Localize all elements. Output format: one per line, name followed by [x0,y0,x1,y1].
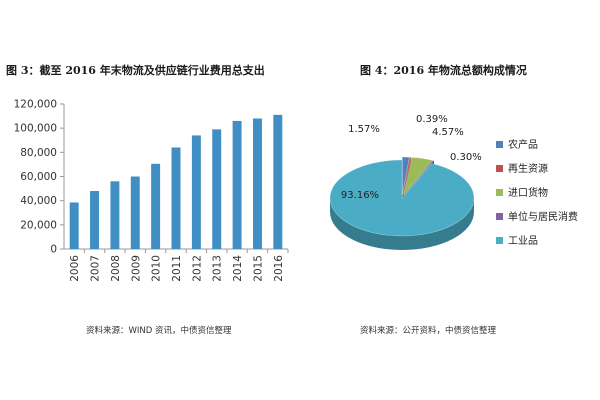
bar [69,202,79,249]
bar-chart-panel: 图 3：截至 2016 年末物流及供应链行业费用总支出 0 20,000 40,00… [6,62,296,342]
y-tick-label: 20,000 [20,219,57,231]
legend-item: 再生资源 [496,160,578,180]
pie-value-label: 4.57% [432,127,464,138]
x-tick-label: 2009 [130,255,142,282]
legend-item: 进口货物 [496,184,578,204]
y-tick-label: 120,000 [14,99,57,111]
bar-chart-source: 资料来源：WIND 资讯，中债资信整理 [86,326,232,336]
y-tick-label: 100,000 [14,123,57,135]
pie-value-label: 0.39% [416,114,448,125]
legend-swatch [496,141,503,148]
bar [252,118,262,249]
bar [110,181,120,249]
bar [151,163,161,249]
y-tick-label: 40,000 [20,195,57,207]
pie-chart: 1.57% 0.39% 4.57% 0.30% 93.16% [329,114,482,250]
bar [273,114,283,249]
bar [191,135,201,249]
x-tick-label: 2008 [110,255,122,282]
bar-chart-title: 图 3：截至 2016 年末物流及供应链行业费用总支出 [6,64,265,77]
legend-label: 工业品 [508,236,538,247]
pie-chart-title: 图 4：2016 年物流总额构成情况 [360,64,527,77]
legend-swatch [496,237,503,244]
x-tick-label: 2010 [151,255,163,282]
pie-slice [329,159,475,237]
bar [90,191,100,249]
legend-label: 单位与居民消费 [508,212,578,223]
pie-chart-source: 资料来源：公开资料，中债资信整理 [360,326,497,336]
pie-slice [403,157,433,196]
x-tick-label: 2011 [171,255,183,282]
bar [130,176,140,249]
legend-item: 单位与居民消费 [496,208,578,228]
pie-slice-side [330,198,474,250]
bar [171,147,181,249]
pie-value-label: 0.30% [450,152,482,163]
pie-slice [403,160,435,196]
x-tick-label: 2006 [69,255,81,282]
bar-chart: 0 20,000 40,000 60,000 80,000 100,000 120,000 2… [14,99,289,282]
pie-slice [401,156,410,196]
legend-item: 工业品 [496,232,578,252]
pie-chart-panel: 图 4：2016 年物流总额构成情况 1.57% 0.39% 4.57% 0.30% 9… [320,62,600,342]
x-tick-label: 2007 [90,255,102,282]
legend-swatch [496,189,503,196]
y-tick-label: 60,000 [20,171,57,183]
pie-value-label: 93.16% [341,190,379,201]
x-tick-label: 2015 [252,255,264,282]
legend-swatch [496,165,503,172]
legend-label: 农产品 [508,140,538,151]
legend-label: 进口货物 [508,188,548,199]
x-tick-label: 2012 [191,255,203,282]
y-tick-label: 0 [50,244,57,256]
bar [212,129,222,249]
pie-value-label: 1.57% [348,124,380,135]
pie-slice [402,156,412,196]
y-tick-label: 80,000 [20,147,57,159]
legend-swatch [496,213,503,220]
pie-legend: 农产品再生资源进口货物单位与居民消费 工业品 [496,136,578,256]
legend-label: 再生资源 [508,164,548,175]
x-tick-label: 2016 [273,255,285,282]
bar [232,120,242,249]
legend-item: 农产品 [496,136,578,156]
x-tick-label: 2013 [212,255,224,282]
x-tick-label: 2014 [232,255,244,282]
